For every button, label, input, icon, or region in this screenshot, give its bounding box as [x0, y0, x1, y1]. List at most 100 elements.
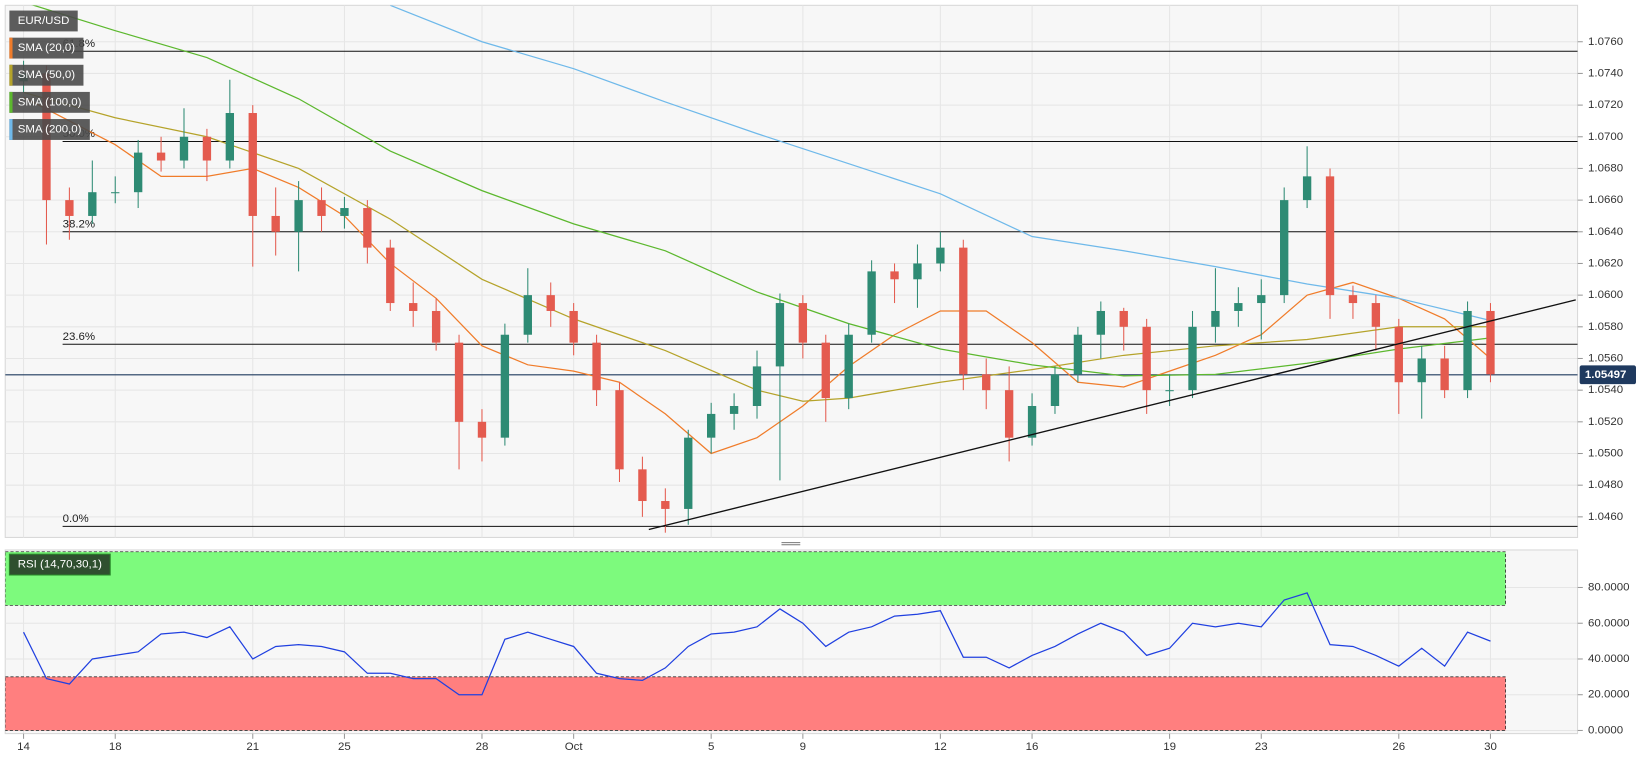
y-tick-label: 1.0600	[1588, 289, 1623, 301]
y-tick-label: 1.0480	[1588, 479, 1623, 491]
y-tick-label: 1.0620	[1588, 257, 1623, 269]
y-tick-label: 1.0760	[1588, 36, 1623, 48]
legend-box	[9, 119, 90, 140]
y-tick-label: 1.0580	[1588, 321, 1623, 333]
candle-body	[1394, 326, 1403, 383]
y-tick-label: 1.0460	[1588, 511, 1623, 523]
candle-body	[638, 469, 647, 502]
candle-body	[1280, 200, 1289, 296]
last-price-label: 1.05497	[1585, 369, 1626, 381]
candle-body	[1073, 334, 1083, 375]
y-tick-label: 1.0540	[1588, 384, 1623, 396]
candle-body	[500, 334, 510, 438]
candle-body	[1463, 310, 1472, 391]
candle-body	[409, 303, 418, 311]
y-tick-label: 40.0000	[1588, 653, 1629, 665]
y-tick-label: 80.0000	[1588, 582, 1629, 594]
legend-item: EUR/USD	[9, 10, 78, 32]
candle-body	[1371, 303, 1381, 327]
legend-label: SMA (100,0)	[18, 96, 82, 108]
rsi-zone	[5, 551, 1506, 606]
x-tick-label: 5	[708, 741, 714, 753]
legend-item: SMA (50,0)	[9, 64, 84, 86]
candle-body	[1050, 374, 1060, 406]
candle-body	[867, 271, 876, 335]
x-tick-label: 9	[800, 741, 806, 753]
legend-swatch	[9, 119, 13, 140]
candle-body	[133, 152, 143, 193]
rsi-line	[22, 592, 1491, 696]
fib-label: 38.2%	[63, 219, 96, 231]
main-panel	[4, 4, 1579, 538]
candle-body	[156, 152, 166, 161]
legend-box	[8, 553, 111, 576]
x-tick-label: 25	[338, 741, 351, 753]
x-tick-label: 18	[109, 741, 122, 753]
candle-body	[271, 215, 280, 232]
candle-body	[1440, 358, 1449, 391]
candle-body	[1211, 310, 1220, 327]
x-tick-label: 23	[1255, 741, 1268, 753]
candle-body	[1004, 390, 1014, 438]
legend-swatch	[9, 91, 13, 113]
candle-body	[1027, 405, 1037, 438]
candle-body	[523, 295, 532, 335]
legend-item: SMA (100,0)	[9, 91, 90, 113]
candle-body	[729, 405, 739, 414]
legend-box	[9, 91, 90, 113]
y-tick-label: 0.0000	[1588, 724, 1623, 736]
legend-item: RSI (14,70,30,1)	[8, 553, 111, 576]
candle-body	[65, 200, 74, 216]
fib-label: 23.6%	[63, 331, 96, 343]
sma-line	[23, 96, 1491, 455]
candle-body	[386, 247, 395, 304]
candle-body	[615, 390, 624, 470]
fib-label: 0.0%	[63, 513, 89, 525]
y-tick-label: 1.0680	[1588, 162, 1623, 174]
x-tick-label: 26	[1392, 741, 1405, 753]
candle-body	[706, 413, 716, 438]
candle-body	[317, 200, 326, 216]
candle-body	[821, 342, 830, 399]
legend-swatch	[9, 64, 13, 86]
candle-body	[88, 192, 97, 216]
candle-body	[363, 208, 372, 248]
candle-body	[1302, 176, 1312, 201]
candle-body	[202, 136, 212, 161]
x-tick-label: 28	[476, 741, 489, 753]
candle-body	[1188, 326, 1197, 391]
y-tick-label: 1.0740	[1588, 67, 1623, 79]
candle-body	[569, 310, 578, 343]
legend-item: SMA (200,0)	[9, 119, 90, 140]
legend-label: SMA (200,0)	[18, 124, 82, 136]
candle-body	[798, 303, 808, 343]
legend-box	[9, 10, 78, 32]
candle-body	[431, 310, 441, 343]
y-tick-label: 1.0660	[1588, 194, 1623, 206]
panel-divider-handle[interactable]	[780, 541, 801, 547]
y-tick-label: 1.0720	[1588, 99, 1623, 111]
candle-body	[1165, 390, 1174, 392]
candle-body	[1325, 176, 1335, 296]
candle-body	[936, 247, 945, 264]
candle-body	[111, 192, 120, 194]
candle-body	[661, 501, 670, 509]
candle-body	[1119, 310, 1128, 327]
candle-body	[844, 334, 853, 399]
candle-body	[294, 200, 303, 232]
x-tick-label: 12	[934, 741, 947, 753]
legend-box	[9, 37, 84, 59]
y-tick-label: 60.0000	[1588, 617, 1629, 629]
candle-body	[684, 437, 693, 509]
candle-body	[1234, 303, 1243, 311]
candle-body	[982, 374, 991, 391]
candle-body	[340, 208, 349, 216]
candle-body	[752, 366, 762, 406]
legend-item: SMA (20,0)	[9, 37, 84, 59]
sma-line	[390, 5, 1491, 322]
sma-line	[31, 5, 1491, 377]
candle-body	[1417, 358, 1426, 383]
y-tick-label: 1.0500	[1588, 448, 1623, 460]
y-tick-label: 1.0700	[1588, 131, 1623, 143]
